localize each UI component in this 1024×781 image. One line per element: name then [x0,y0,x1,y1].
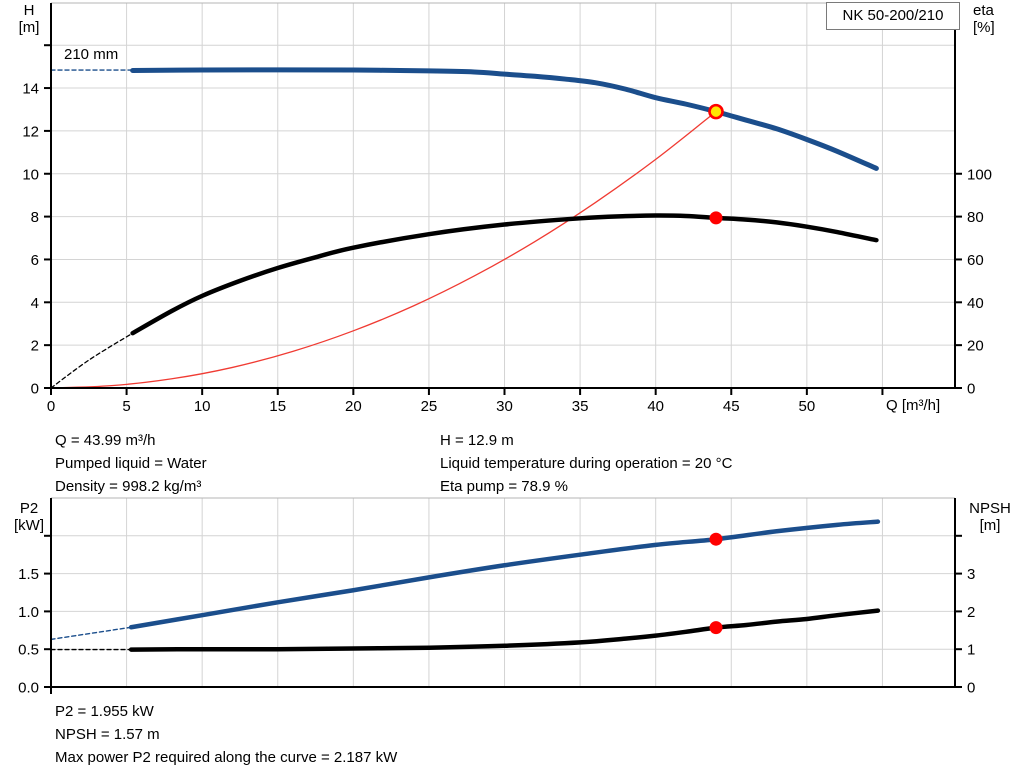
x-tick-label: 15 [269,398,286,415]
y-right-tick-label: 20 [967,338,984,355]
p2-curve [128,519,881,630]
x-tick-label: 50 [799,398,816,415]
x-tick-label: 40 [647,398,664,415]
h-axis-label-line2: [m] [18,19,40,36]
npsh-curve [128,608,881,652]
y-right-tick-label: 2 [967,604,975,621]
y-left-tick-label: 0.5 [18,642,39,659]
x-tick-label: 5 [122,398,130,415]
y-left-tick-label: 4 [31,295,39,312]
npsh-axis-label-line1: NPSH [969,500,1011,517]
pumped-liquid-value: Pumped liquid = Water [55,455,207,472]
y-left-tick-label: 0 [31,381,39,398]
operating-data-right: H = 12.9 m Liquid temperature during ope… [440,429,732,498]
head-curve [130,67,879,171]
x-tick-label: 25 [421,398,438,415]
duty-point-eta [709,211,723,225]
p2-curve-dashed [50,626,132,641]
y-right-tick-label: 80 [967,209,984,226]
y-right-tick-label: 40 [967,295,984,312]
x-tick-label: 35 [572,398,589,415]
pump-type-badge: NK 50-200/210 [826,2,960,30]
q-axis-label: Q [m³/h] [886,397,941,414]
eta-axis-label: eta [%] [973,2,995,36]
p2-axis-label: P2 [kW] [6,500,52,534]
x-tick-label: 45 [723,398,740,415]
y-left-tick-label: 10 [22,166,39,183]
npsh-value: NPSH = 1.57 m [55,726,160,743]
y-left-tick-label: 12 [22,123,39,140]
duty-point-head [708,103,724,120]
operating-data-left: Q = 43.99 m³/h Pumped liquid = Water Den… [55,429,207,498]
eta-curve [130,213,879,336]
npsh-axis-label-line2: [m] [979,517,1001,534]
x-tick-label: 0 [47,398,55,415]
p2-axis-label-line2: [kW] [14,517,44,534]
y-right-tick-label: 1 [967,642,975,659]
x-tick-label: 30 [496,398,513,415]
p2-value: P2 = 1.955 kW [55,703,154,720]
y-right-tick-label: 0 [967,381,975,398]
y-right-tick-label: 3 [967,566,975,583]
density-value: Density = 998.2 kg/m³ [55,478,202,495]
y-left-tick-label: 8 [31,209,39,226]
y-left-tick-label: 1.5 [18,566,39,583]
system-curve [50,110,717,389]
eta-axis-label-line2: [%] [973,19,995,36]
max-power-value: Max power P2 required along the curve = … [55,749,398,766]
power-npsh-data: P2 = 1.955 kW NPSH = 1.57 m Max power P2… [55,700,397,769]
y-right-tick-label: 0 [967,680,975,697]
y-left-tick-label: 1.0 [18,604,39,621]
y-left-tick-label: 6 [31,252,39,269]
eta-curve-dashed [50,332,134,389]
y-right-tick-label: 60 [967,252,984,269]
eta-axis-label-line1: eta [973,2,994,19]
duty-point-npsh [709,621,723,635]
duty-point-p2 [709,532,723,546]
y-right-tick-label: 100 [967,166,992,183]
head-value: H = 12.9 m [440,432,514,449]
h-axis-label-line1: H [23,2,35,19]
x-tick-label: 20 [345,398,362,415]
impeller-diameter-label: 210 mm [64,46,119,63]
npsh-axis-label: NPSH [m] [960,500,1020,534]
y-left-tick-label: 2 [31,338,39,355]
flow-value: Q = 43.99 m³/h [55,432,156,449]
y-left-tick-label: 14 [22,81,39,98]
y-left-tick-label: 0.0 [18,680,39,697]
p2-axis-label-line1: P2 [19,500,39,517]
h-axis-label: H [m] [6,2,52,36]
x-tick-label: 10 [194,398,211,415]
liquid-temperature-value: Liquid temperature during operation = 20… [440,455,733,472]
eta-pump-value: Eta pump = 78.9 % [440,478,568,495]
